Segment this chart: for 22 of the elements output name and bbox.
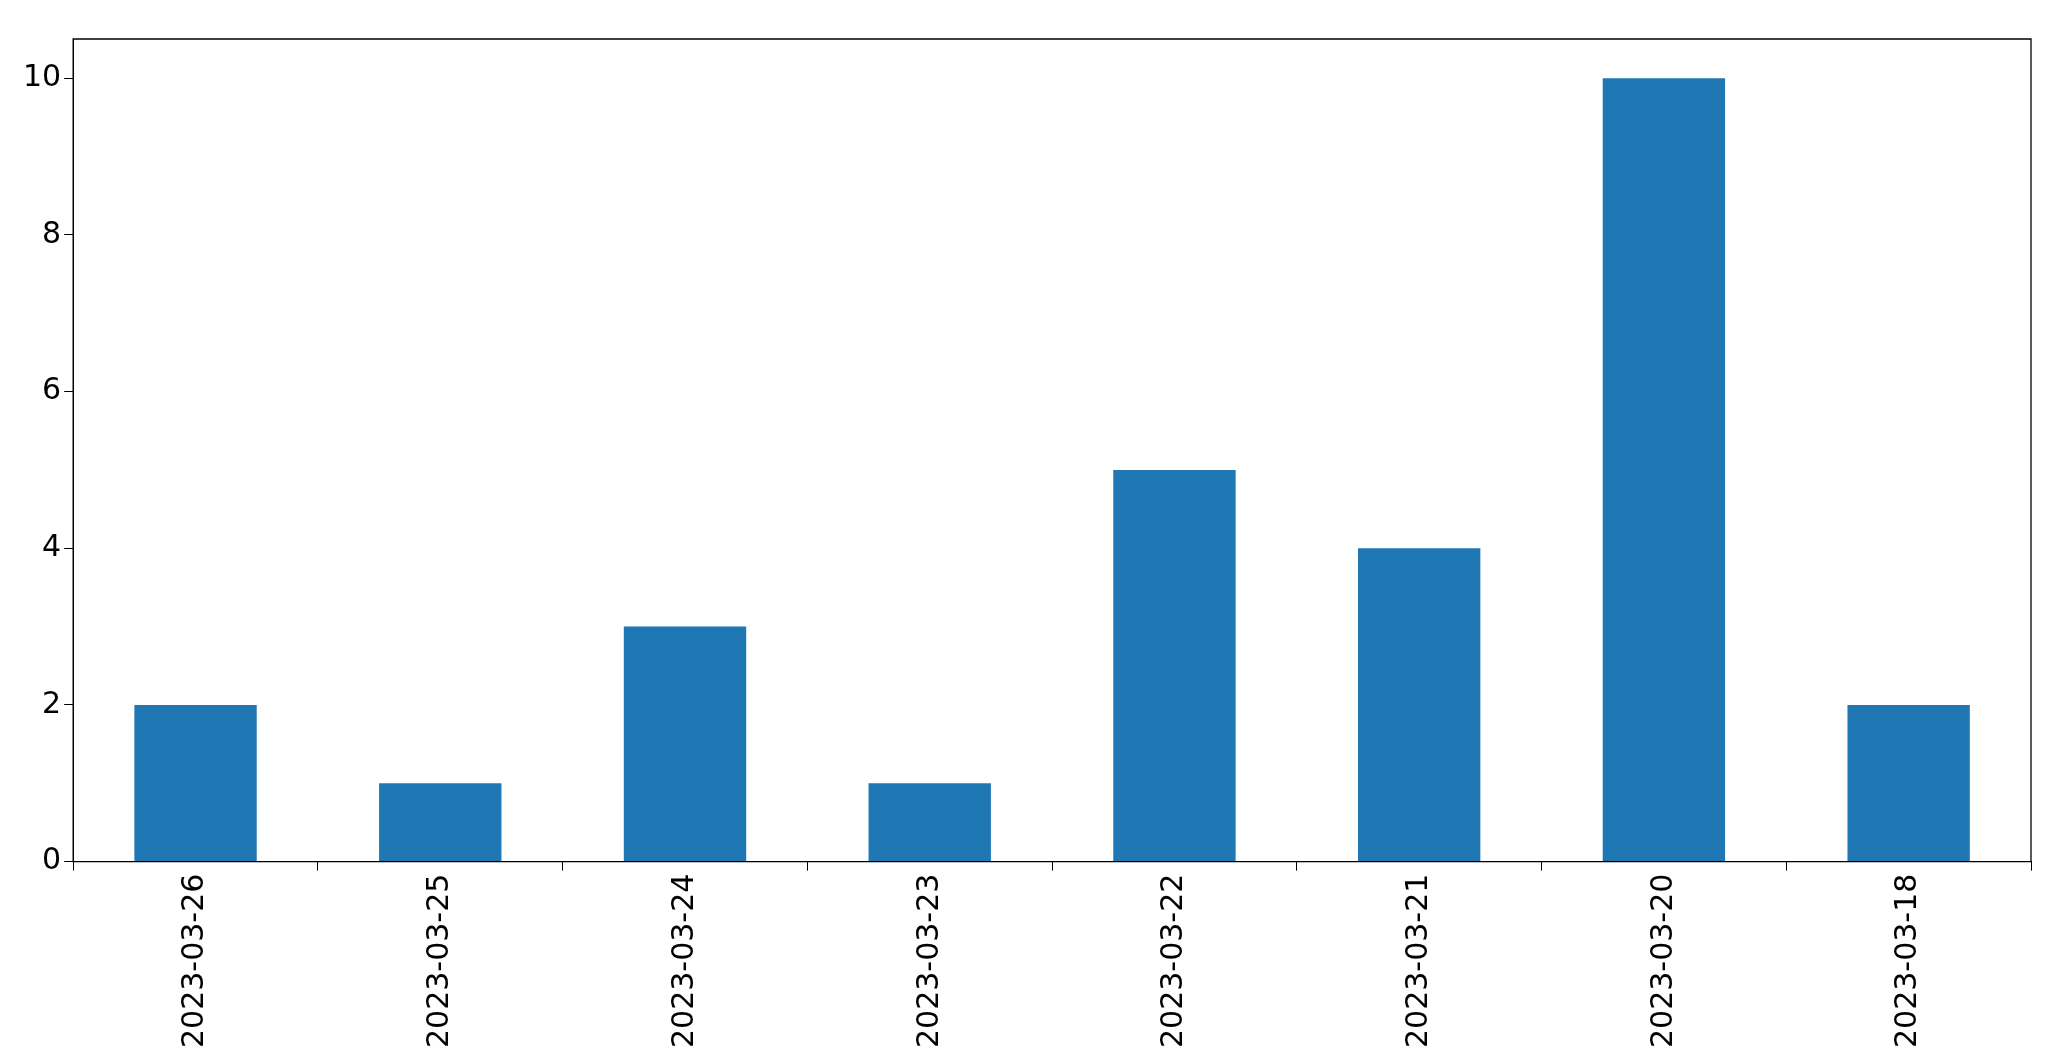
x-tick-label: 2023-03-21	[1398, 873, 1434, 1049]
bar	[623, 626, 747, 862]
bar	[1113, 469, 1236, 862]
bar	[1602, 78, 1726, 862]
bar	[379, 783, 502, 862]
x-tick-label: 2023-03-25	[420, 873, 456, 1049]
y-tick-label: 2	[42, 684, 62, 720]
y-tick-label: 4	[42, 528, 62, 564]
x-tick-label: 2023-03-26	[175, 873, 211, 1049]
x-tick-label: 2023-03-24	[664, 873, 700, 1049]
y-tick-label: 10	[22, 57, 62, 93]
y-tick-label: 0	[42, 841, 62, 877]
x-tick-label: 2023-03-23	[909, 873, 945, 1049]
y-tick-label: 6	[42, 371, 62, 407]
bar	[134, 704, 257, 862]
bar	[868, 783, 991, 862]
x-tick-label: 2023-03-22	[1154, 873, 1190, 1049]
y-tick-label: 8	[42, 214, 62, 250]
bar	[1847, 704, 1970, 862]
bar	[1358, 548, 1481, 862]
x-tick-label: 2023-03-20	[1643, 873, 1679, 1049]
x-tick-label: 2023-03-18	[1888, 873, 1924, 1049]
